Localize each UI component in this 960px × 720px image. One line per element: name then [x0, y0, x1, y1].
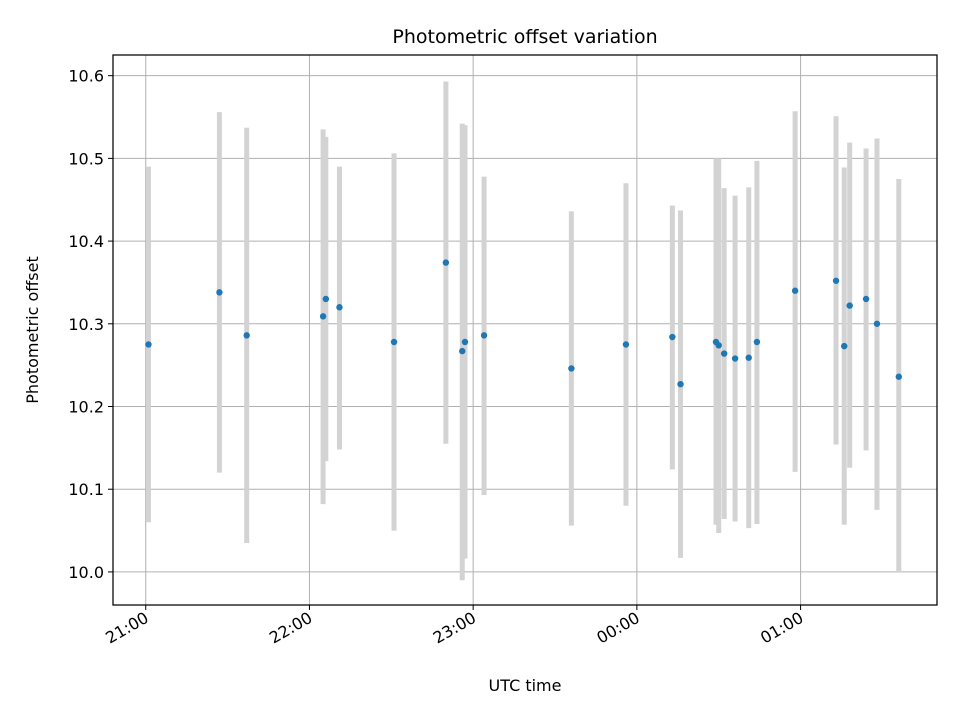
data-point	[832, 277, 840, 284]
data-point	[745, 354, 752, 361]
data-point	[873, 320, 881, 327]
chart-title: Photometric offset variation	[392, 26, 657, 48]
y-tick-label: 10.0	[68, 563, 104, 582]
y-tick-label: 10.1	[68, 480, 104, 499]
data-point	[480, 332, 488, 339]
data-point	[895, 373, 903, 380]
data-point	[846, 302, 853, 309]
data-point	[243, 332, 250, 339]
data-point	[731, 355, 739, 362]
data-point	[145, 341, 152, 348]
data-point	[669, 333, 676, 341]
plot-area-frame	[112, 54, 938, 606]
data-point	[791, 287, 799, 294]
y-tick-label: 10.5	[68, 149, 104, 168]
data-point	[568, 365, 575, 372]
data-point	[390, 338, 398, 346]
data-point	[322, 295, 330, 303]
grid	[113, 55, 937, 605]
data-point	[715, 342, 722, 349]
data-point	[622, 341, 630, 348]
data-point	[216, 289, 223, 296]
data-point	[461, 338, 469, 346]
y-tick-label: 10.3	[68, 315, 104, 334]
y-tick-label: 10.2	[68, 398, 104, 417]
data-point	[459, 347, 466, 355]
data-point	[862, 295, 870, 303]
data-point	[677, 380, 684, 388]
y-axis-label: Photometric offset	[23, 256, 42, 404]
x-axis-label: UTC time	[489, 676, 562, 695]
data-point	[753, 338, 761, 346]
data-point	[336, 304, 343, 311]
data-points	[145, 259, 903, 388]
y-tick-label: 10.6	[68, 67, 104, 86]
data-point	[841, 342, 848, 350]
y-tick-label: 10.4	[68, 232, 104, 251]
data-point	[442, 259, 450, 266]
data-point	[720, 350, 728, 357]
data-point	[319, 313, 327, 320]
